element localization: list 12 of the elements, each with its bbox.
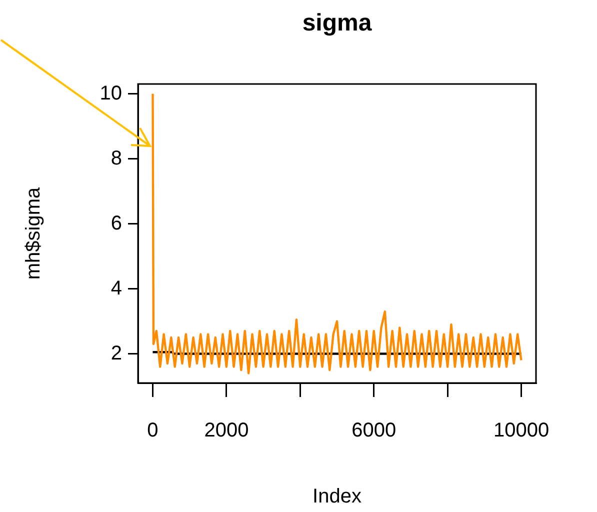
- x-tick-label: 2000: [204, 420, 249, 442]
- x-axis-title: Index: [312, 486, 362, 508]
- y-tick-label: 2: [110, 342, 122, 364]
- x-tick-label: 6000: [352, 420, 396, 442]
- y-axis-title: mh$sigma: [22, 186, 45, 280]
- chart-title: sigma: [302, 10, 372, 37]
- y-tick-label: 10: [100, 82, 122, 104]
- x-tick-label: 10000: [493, 420, 550, 442]
- y-tick-label: 8: [110, 147, 122, 170]
- x-tick-label: 0: [147, 420, 158, 442]
- y-tick-label: 6: [110, 212, 122, 234]
- y-tick-label: 4: [110, 277, 122, 300]
